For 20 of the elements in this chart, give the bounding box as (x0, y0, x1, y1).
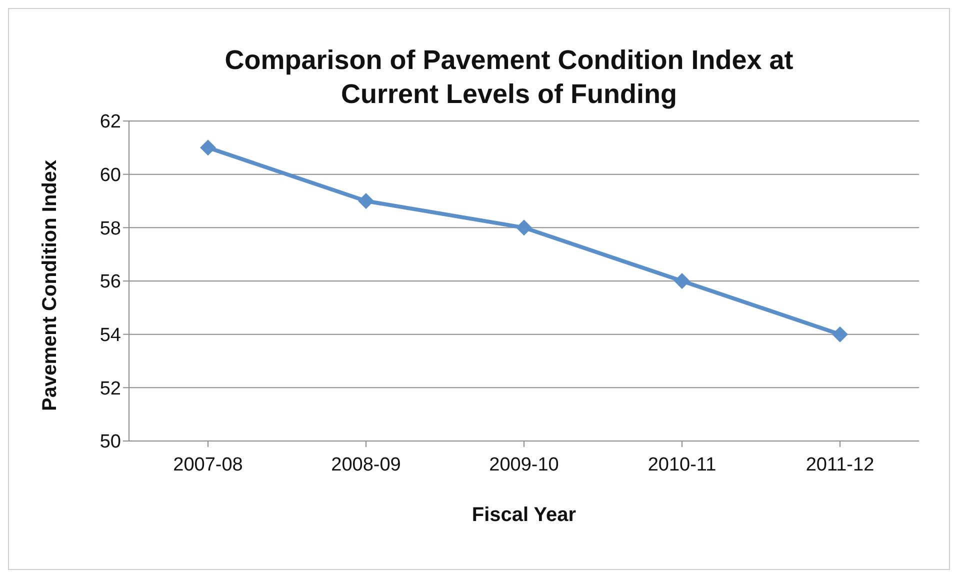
y-tick-label: 58 (100, 218, 121, 240)
x-tick-label: 2009-10 (489, 454, 559, 476)
y-tick-label: 60 (100, 165, 121, 186)
point (358, 193, 374, 209)
point (516, 220, 532, 236)
y-tick-label: 50 (100, 432, 121, 453)
y-tick-label: 56 (100, 272, 121, 293)
y-tick-label: 62 (100, 112, 121, 133)
y-tick-label: 54 (100, 325, 122, 346)
point (200, 140, 216, 156)
chart-title: Comparison of Pavement Condition Index at Current Levels of Funding (224, 44, 794, 111)
x-axis-title: Fiscal Year (472, 504, 576, 526)
y-axis-title: Pavement Condition Index (39, 160, 62, 411)
x-tick-label: 2011-12 (806, 454, 874, 476)
point (832, 326, 848, 342)
point (674, 273, 690, 289)
x-tick-label: 2010-11 (648, 454, 716, 476)
y-tick-label: 52 (100, 378, 121, 400)
x-tick-label: 2007-08 (173, 454, 243, 476)
x-tick-label: 2008-09 (331, 454, 401, 476)
